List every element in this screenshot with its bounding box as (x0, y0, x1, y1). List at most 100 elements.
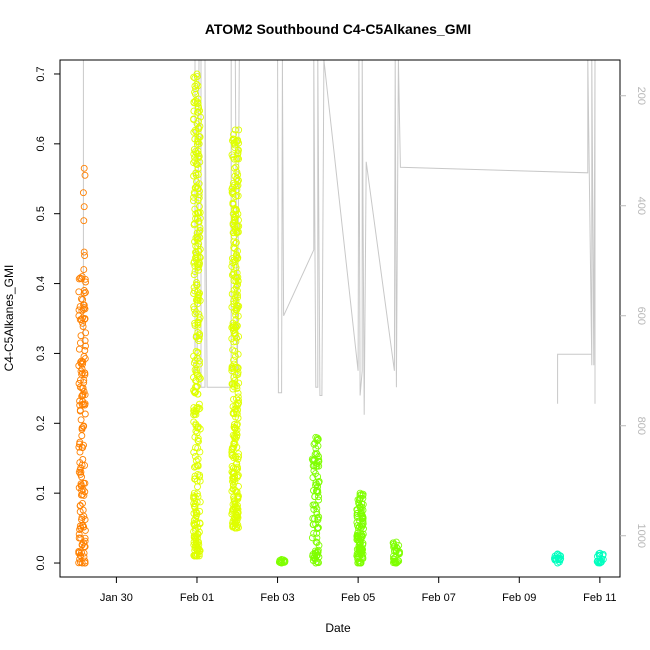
data-point (312, 502, 320, 510)
data-point (192, 234, 200, 242)
data-point (80, 400, 88, 408)
data-point (235, 453, 243, 461)
data-point (190, 533, 198, 541)
data-point (234, 389, 242, 397)
data-point (229, 259, 237, 266)
data-point (191, 153, 199, 161)
data-point (193, 209, 201, 217)
data-point (235, 146, 242, 154)
data-point (392, 548, 400, 556)
data-point (78, 559, 86, 567)
data-point (82, 288, 89, 296)
data-point (193, 490, 201, 498)
data-point (235, 176, 242, 184)
data-point (81, 369, 89, 377)
data-point (195, 240, 203, 248)
data-point (554, 550, 562, 558)
altitude-trace (82, 60, 596, 415)
data-point (194, 321, 202, 329)
data-point (230, 439, 238, 447)
x-tick-label: Feb 05 (341, 592, 375, 604)
data-point (309, 457, 317, 465)
data-point (81, 410, 89, 418)
data-point (194, 470, 202, 478)
data-point (229, 505, 237, 513)
data-point (193, 366, 201, 374)
data-point (190, 404, 198, 412)
data-point (235, 482, 242, 490)
data-point (356, 489, 364, 497)
data-point (195, 104, 203, 112)
data-point (192, 444, 199, 452)
data-point (194, 292, 202, 299)
data-point (196, 187, 203, 195)
data-point (278, 556, 286, 563)
data-point (75, 530, 83, 538)
data-point (194, 100, 202, 107)
data-point (193, 534, 201, 542)
data-point (234, 406, 242, 414)
data-point (193, 509, 201, 517)
data-point (231, 307, 239, 315)
data-point (196, 224, 204, 232)
data-point (190, 159, 198, 167)
data-point (232, 323, 240, 331)
data-point (314, 516, 322, 524)
data-point (231, 239, 239, 247)
data-point (310, 505, 318, 513)
data-point (229, 385, 237, 393)
data-point (194, 349, 202, 357)
data-point (230, 155, 238, 163)
y2-tick-label: 600 (635, 307, 647, 325)
data-point (228, 450, 236, 458)
data-point (312, 449, 320, 457)
data-point (310, 529, 318, 537)
data-point (77, 360, 85, 367)
data-point (314, 483, 322, 491)
data-point (356, 559, 364, 567)
data-point (315, 513, 323, 521)
data-point (75, 345, 83, 353)
y-tick-label: 0.4 (35, 276, 47, 291)
data-point (310, 462, 318, 470)
data-point (196, 360, 203, 368)
data-point (234, 154, 242, 162)
data-point (232, 290, 240, 298)
data-point (191, 135, 199, 143)
data-point (80, 203, 88, 211)
x-tick-label: Feb 11 (583, 592, 616, 604)
data-point (234, 509, 242, 517)
data-point (79, 323, 87, 330)
data-point (233, 175, 241, 182)
data-point (81, 479, 89, 487)
data-point (75, 468, 83, 476)
data-point (193, 429, 201, 437)
data-point (81, 171, 89, 179)
data-point (231, 164, 238, 172)
data-point (75, 547, 83, 555)
data-point (194, 82, 202, 90)
data-point (232, 306, 240, 314)
series-2 (275, 433, 404, 567)
data-point (81, 315, 89, 323)
data-point (230, 410, 238, 417)
data-point (79, 360, 86, 368)
data-point (231, 144, 239, 152)
data-point (190, 448, 198, 456)
data-point (80, 304, 88, 312)
data-point (190, 197, 197, 205)
data-point (231, 524, 239, 532)
data-point (79, 319, 87, 327)
y-tick-label: 0.2 (35, 416, 47, 431)
data-point (311, 493, 319, 501)
data-point (196, 519, 204, 527)
data-point (232, 273, 240, 281)
data-point (191, 126, 199, 134)
data-point (229, 200, 237, 208)
data-point (76, 551, 84, 559)
data-point (235, 126, 243, 134)
data-point (82, 342, 89, 350)
data-point (192, 248, 199, 256)
data-point (356, 491, 364, 499)
data-point (310, 440, 318, 448)
